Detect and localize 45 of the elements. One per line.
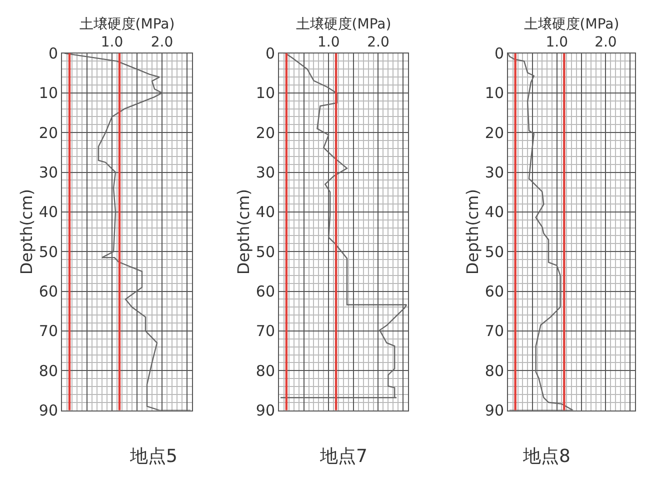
y-axis-title: Depth(cm): [16, 188, 36, 275]
x-axis-title: 土壌硬度(MPa): [296, 16, 392, 32]
y-tick-label: 30: [38, 164, 58, 182]
text: 地点5: [129, 446, 178, 467]
y-tick-label: 80: [484, 362, 504, 380]
x-tick-label: 2.0: [367, 34, 390, 51]
y-tick-label: 50: [256, 242, 275, 261]
x-tick-label: 1.0: [317, 34, 340, 51]
y-axis-title: Depth(cm): [462, 188, 482, 275]
x-tick-label: 1.0: [100, 34, 124, 51]
y-tick-label: 70: [484, 322, 504, 340]
y-tick-label: 90: [484, 402, 504, 420]
x-tick-label: 2.0: [594, 34, 617, 51]
y-tick-label: 40: [484, 203, 504, 222]
y-tick-label: 0: [48, 44, 58, 63]
x-axis-title: 土壌硬度(MPa): [79, 16, 175, 32]
y-tick-label: 40: [256, 203, 275, 222]
y-tick-label: 50: [484, 242, 504, 261]
x-axis-title: 土壌硬度(MPa): [524, 16, 620, 32]
y-tick-label: 80: [38, 362, 58, 380]
y-tick-label: 30: [484, 164, 504, 182]
y-tick-label: 20: [484, 124, 504, 142]
y-tick-label: 90: [38, 402, 58, 420]
y-tick-label: 60: [484, 282, 504, 301]
y-tick-label: 0: [494, 44, 504, 63]
x-tick-label: 1.0: [546, 34, 568, 51]
y-tick-label: 20: [38, 124, 58, 142]
y-tick-label: 60: [256, 282, 275, 301]
y-tick-label: 30: [256, 164, 275, 182]
y-tick-label: 70: [256, 322, 275, 340]
y-tick-label: 10: [38, 84, 58, 102]
y-tick-label: 10: [484, 84, 504, 102]
text: 地点7: [319, 446, 368, 467]
y-tick-label: 40: [38, 203, 58, 222]
y-tick-label: 50: [38, 242, 58, 261]
y-tick-label: 10: [256, 84, 275, 102]
y-tick-label: 90: [256, 402, 275, 420]
y-axis-title: Depth(cm): [234, 188, 253, 275]
y-tick-label: 60: [38, 282, 58, 301]
text: 地点8: [522, 446, 570, 467]
x-tick-label: 2.0: [150, 34, 174, 51]
y-tick-label: 80: [256, 362, 275, 380]
y-tick-label: 70: [38, 322, 58, 340]
y-tick-label: 20: [256, 124, 275, 142]
y-tick-label: 0: [265, 44, 275, 63]
